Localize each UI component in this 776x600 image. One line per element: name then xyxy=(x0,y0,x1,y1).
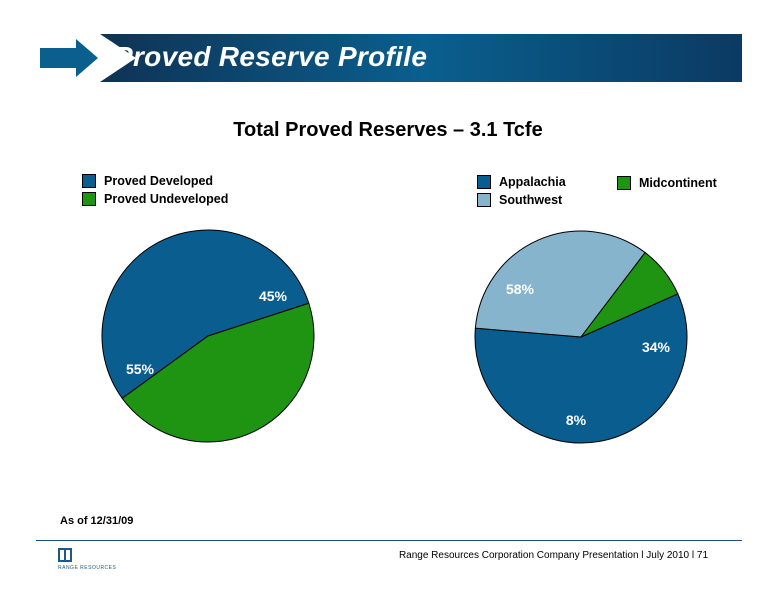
legend-swatch xyxy=(82,174,96,188)
legend-item-appalachia: Appalachia xyxy=(477,175,566,189)
legend-swatch xyxy=(477,193,491,207)
chart-title: Total Proved Reserves – 3.1 Tcfe xyxy=(233,119,543,141)
legend-label: Proved Undeveloped xyxy=(104,192,229,206)
legend-swatch xyxy=(477,175,491,189)
pie-slice-proved-undeveloped xyxy=(121,302,315,443)
pie-data-label: 55% xyxy=(126,361,155,377)
pie-data-label: 45% xyxy=(259,288,288,304)
pie-data-label: 34% xyxy=(642,339,671,355)
pie-data-label: 58% xyxy=(506,281,535,297)
pie-slice-appalachia xyxy=(474,293,688,444)
logo-text: RANGE RESOURCES xyxy=(58,565,117,571)
footer-divider xyxy=(36,540,742,541)
legend-item-southwest: Southwest xyxy=(477,193,562,207)
as-of-note: As of 12/31/09 xyxy=(60,515,134,527)
legend-item-midcontinent: Midcontinent xyxy=(617,176,717,190)
arrow-icon xyxy=(36,34,136,82)
legend-swatch xyxy=(617,176,631,190)
legend-label: Appalachia xyxy=(499,175,566,189)
legend-label: Midcontinent xyxy=(639,176,717,190)
legend-label: Southwest xyxy=(499,193,563,207)
footer-text: Range Resources Corporation Company Pres… xyxy=(398,550,708,561)
company-logo: RANGE RESOURCES xyxy=(58,548,116,571)
legend-item-proved-developed: Proved Developed xyxy=(82,174,213,188)
pie-data-label: 8% xyxy=(566,412,587,428)
logo-icon xyxy=(58,548,72,562)
legend-swatch xyxy=(82,192,96,206)
pie-slice-southwest xyxy=(474,230,646,338)
page-title: Proved Reserve Profile xyxy=(114,41,428,72)
legend-label: Proved Developed xyxy=(104,174,214,188)
title-banner: Proved Reserve Profile xyxy=(36,34,742,82)
pie-slice-proved-developed xyxy=(101,229,310,400)
pie-slice-midcontinent xyxy=(580,251,679,338)
legend-item-proved-undeveloped: Proved Undeveloped xyxy=(82,192,228,206)
